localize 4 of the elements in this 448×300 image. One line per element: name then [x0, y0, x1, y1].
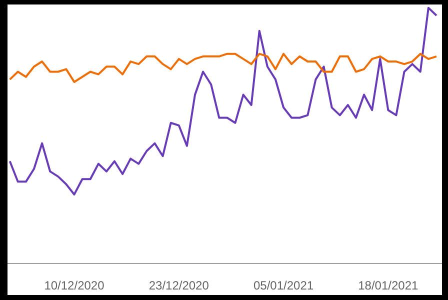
x-tick-label: 10/12/2020	[44, 278, 105, 292]
x-tick-label: 18/01/2021	[358, 278, 419, 292]
x-tick-label: 23/12/2020	[148, 278, 210, 292]
x-tick-label: 05/01/2021	[253, 278, 314, 292]
